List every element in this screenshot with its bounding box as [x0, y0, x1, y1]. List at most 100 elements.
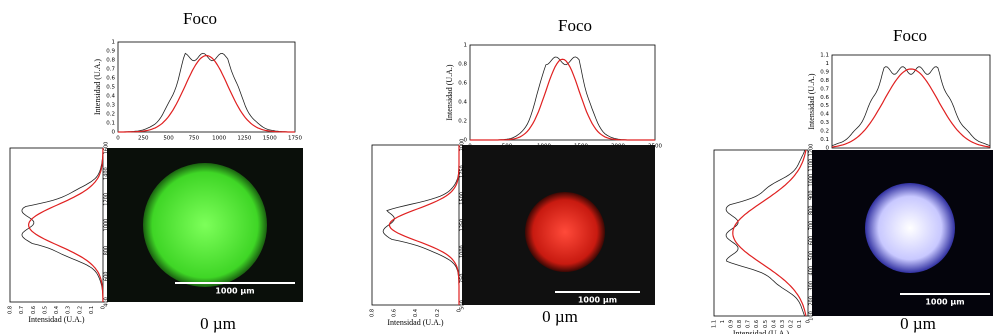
- fit-curve: [118, 54, 295, 133]
- caption: 0 µm: [542, 307, 578, 326]
- plot-frame: [469, 44, 656, 141]
- y-tick-label: 0: [464, 138, 468, 144]
- x-tick-label: 0.4: [413, 309, 419, 317]
- plot-frame: [371, 144, 460, 306]
- x-tick-label: 2500: [648, 144, 662, 150]
- y-tick-label: 0.7: [820, 86, 829, 92]
- x-tick-label: 0.8: [8, 306, 14, 314]
- y-tick-label: 0.6: [458, 81, 467, 87]
- y-tick-label: 750: [460, 274, 466, 284]
- x-tick-label: 500: [163, 136, 174, 142]
- y-tick-label: 1250: [460, 219, 466, 232]
- y-tick-label: 1.1: [820, 53, 829, 59]
- y-tick-label: 0.9: [106, 49, 115, 55]
- fit-curve: [388, 145, 460, 305]
- x-axis-label: Intensidad (U.A.): [387, 318, 444, 327]
- y-tick-label: 1: [826, 61, 830, 67]
- y-axis-label: Intensidad (U.A.): [445, 64, 454, 121]
- caption: 0 µm: [900, 314, 936, 333]
- y-tick-label: 0.8: [106, 58, 115, 64]
- x-tick-label: 0: [101, 306, 107, 309]
- y-tick-label: 600: [809, 236, 815, 246]
- x-tick-label: 0.6: [31, 306, 37, 314]
- y-tick-label: 0.1: [820, 137, 829, 143]
- x-tick-label: 0.3: [780, 320, 786, 328]
- x-tick-label: 0.2: [77, 306, 83, 314]
- scale-label: 1000 µm: [925, 298, 964, 307]
- x-tick-label: 0.5: [763, 320, 769, 328]
- x-tick-label: 0: [806, 320, 812, 323]
- x-axis-label: Intensidad (U.A.): [733, 329, 790, 334]
- y-tick-label: 0.5: [106, 85, 115, 91]
- y-tick-label: 0.2: [820, 129, 829, 135]
- fit-curve: [470, 58, 655, 141]
- panel-title: Foco: [183, 9, 217, 28]
- x-tick-label: 0.2: [788, 320, 794, 328]
- y-tick-label: 0.2: [106, 112, 115, 118]
- y-tick-label: 900: [809, 190, 815, 200]
- y-tick-label: 800: [104, 246, 110, 256]
- x-tick-label: 0.8: [737, 320, 743, 328]
- caption: 0 µm: [200, 314, 236, 333]
- profile-curve: [725, 149, 806, 317]
- y-tick-label: 300: [809, 281, 815, 291]
- profile-curve: [470, 56, 655, 141]
- x-axis-label: Intensidad (U.A.): [28, 315, 85, 324]
- y-tick-label: 0.8: [458, 62, 467, 68]
- plot-frame: [117, 41, 296, 133]
- y-tick-label: 500: [460, 300, 466, 310]
- y-tick-label: 1600: [104, 142, 110, 155]
- y-tick-label: 0.4: [458, 100, 467, 106]
- plot-frame: [9, 147, 104, 303]
- x-tick-label: 0.6: [391, 309, 397, 317]
- x-tick-label: 1500: [263, 136, 277, 142]
- plot-frame: [713, 149, 809, 317]
- beam-spot: [143, 163, 267, 287]
- y-tick-label: 0.4: [106, 94, 115, 100]
- beam-spot: [525, 192, 605, 272]
- y-tick-label: 0.6: [820, 95, 829, 101]
- y-tick-label: 1100: [809, 159, 815, 172]
- y-tick-label: 1200: [104, 193, 110, 206]
- beam-spot: [865, 183, 955, 273]
- x-tick-label: 0: [457, 309, 463, 312]
- x-tick-label: 0.3: [66, 306, 72, 314]
- x-tick-label: 1250: [237, 136, 251, 142]
- profile-curve: [117, 52, 296, 133]
- y-tick-label: 1750: [460, 165, 466, 178]
- y-tick-label: 1400: [104, 167, 110, 180]
- y-tick-label: 0.2: [458, 119, 467, 125]
- x-tick-label: 0.4: [771, 320, 777, 328]
- y-tick-label: 0.3: [820, 120, 829, 126]
- y-tick-label: 2000: [460, 139, 466, 152]
- fit-curve: [831, 68, 991, 148]
- x-tick-label: 0.4: [54, 306, 60, 314]
- y-tick-label: 0.4: [820, 112, 829, 118]
- y-axis-label: Intensidad (U.A.): [93, 59, 102, 116]
- y-tick-label: 200: [809, 296, 815, 306]
- x-tick-label: 0.1: [797, 320, 803, 328]
- x-tick-label: 1: [720, 320, 726, 323]
- x-tick-label: 0.7: [746, 320, 752, 328]
- y-tick-label: 0.6: [106, 76, 115, 82]
- y-tick-label: 100: [809, 311, 815, 321]
- y-tick-label: 700: [809, 221, 815, 231]
- y-tick-label: 1: [112, 40, 116, 46]
- y-tick-label: 0: [112, 130, 116, 136]
- y-tick-label: 1: [464, 43, 468, 49]
- y-tick-label: 0.1: [106, 121, 115, 127]
- y-tick-label: 0: [826, 146, 830, 152]
- x-tick-label: 0.8: [370, 309, 376, 317]
- panel-title: Foco: [558, 16, 592, 35]
- scale-label: 1000 µm: [578, 296, 617, 305]
- profile-curve: [831, 66, 991, 146]
- y-axis-label: Intensidad (U.A.): [807, 73, 816, 130]
- x-tick-label: 1.1: [712, 320, 718, 328]
- y-tick-label: 1200: [809, 144, 815, 157]
- x-tick-label: 0.6: [754, 320, 760, 328]
- x-tick-label: 0.5: [42, 306, 48, 314]
- x-tick-label: 0.7: [19, 306, 25, 314]
- y-tick-label: 400: [104, 297, 110, 307]
- y-tick-label: 1000: [104, 219, 110, 232]
